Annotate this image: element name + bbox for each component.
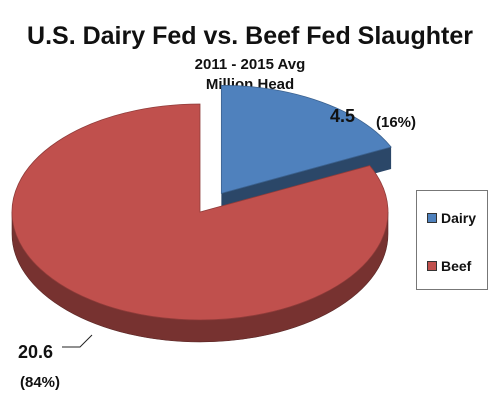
pie-slice-beef	[11, 103, 389, 321]
legend-label-beef: Beef	[441, 258, 472, 274]
legend-item-beef: Beef	[427, 257, 471, 275]
chart-subtitle: 2011 - 2015 Avg	[194, 56, 306, 73]
legend-swatch-beef	[427, 261, 437, 271]
legend-swatch-dairy	[427, 213, 437, 223]
chart-legend: Dairy Beef	[416, 190, 488, 290]
chart-title: U.S. Dairy Fed vs. Beef Fed Slaughter	[27, 22, 473, 50]
beef-value-label: 20.6	[18, 342, 54, 362]
legend-item-dairy: Dairy	[427, 209, 476, 227]
dairy-value-label: 4.5	[330, 106, 356, 126]
beef-leader-line	[62, 334, 93, 348]
pie-slice-dairy	[220, 84, 392, 194]
beef-percent-label: (84%)	[20, 374, 61, 391]
dairy-percent-label: (16%)	[376, 114, 417, 131]
legend-label-dairy: Dairy	[441, 210, 477, 226]
